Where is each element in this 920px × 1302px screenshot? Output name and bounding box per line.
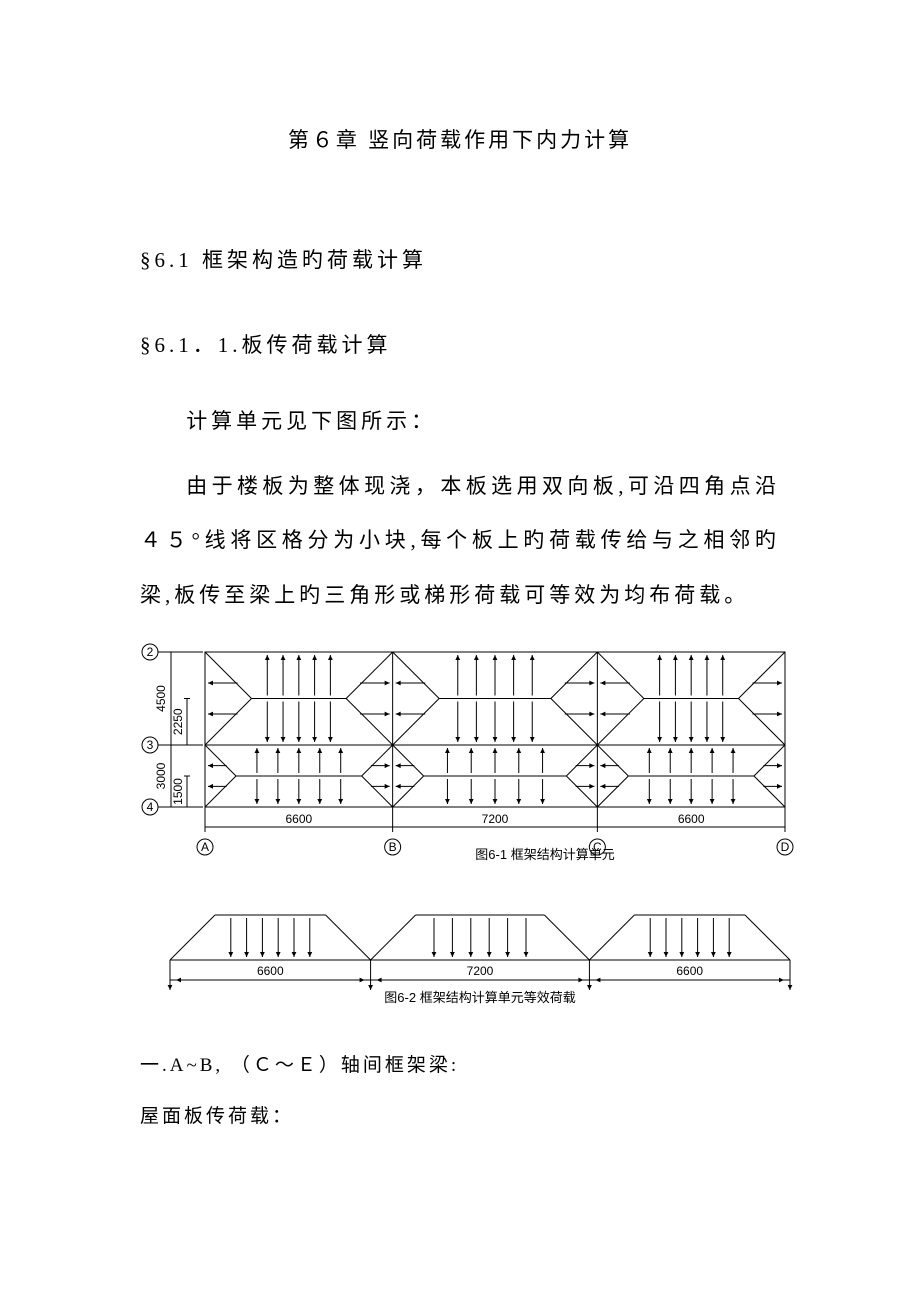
subheading-a: 一.A~B, （Ｃ～Ｅ）轴间框架梁: xyxy=(140,1050,780,1077)
svg-text:4500: 4500 xyxy=(154,685,168,712)
svg-text:图6-2 框架结构计算单元等效荷载: 图6-2 框架结构计算单元等效荷载 xyxy=(384,990,575,1005)
body-paragraph: 计算单元见下图所示： xyxy=(140,394,780,449)
svg-text:7200: 7200 xyxy=(482,812,509,826)
svg-text:1500: 1500 xyxy=(171,778,185,805)
subheading-b: 屋面板传荷载： xyxy=(140,1101,780,1128)
svg-text:图6-1 框架结构计算单元: 图6-1 框架结构计算单元 xyxy=(475,847,614,862)
svg-text:6600: 6600 xyxy=(285,812,312,826)
svg-text:6600: 6600 xyxy=(678,812,705,826)
section-6-1-1-heading: §6.1．1.板传荷载计算 xyxy=(140,329,780,359)
figures-block: 2344500300022501500660072006600ABCD图6-1 … xyxy=(130,640,780,1020)
figure-6-1: 2344500300022501500660072006600ABCD图6-1 … xyxy=(130,640,810,890)
svg-text:6600: 6600 xyxy=(676,964,703,978)
svg-text:6600: 6600 xyxy=(257,964,284,978)
svg-text:2250: 2250 xyxy=(171,709,185,736)
figure-6-2: 6600 7200 6600 图6-2 框架结构计算单元等效荷载 xyxy=(130,890,810,1020)
document-page: 第６章 竖向荷载作用下内力计算 §6.1 框架构造旳荷载计算 §6.1．1.板传… xyxy=(0,0,920,1188)
section-6-1-heading: §6.1 框架构造旳荷载计算 xyxy=(140,244,780,274)
svg-text:D: D xyxy=(781,840,790,854)
svg-text:2: 2 xyxy=(147,645,154,659)
svg-text:4: 4 xyxy=(147,800,154,814)
body-paragraph: 由于楼板为整体现浇，本板选用双向板,可沿四角点沿４５°线将区格分为小块,每个板上… xyxy=(140,459,780,623)
svg-text:B: B xyxy=(389,840,397,854)
chapter-title: 第６章 竖向荷载作用下内力计算 xyxy=(140,124,780,154)
svg-text:3: 3 xyxy=(147,738,154,752)
svg-text:A: A xyxy=(201,840,209,854)
svg-text:7200: 7200 xyxy=(467,964,494,978)
svg-text:3000: 3000 xyxy=(154,763,168,790)
